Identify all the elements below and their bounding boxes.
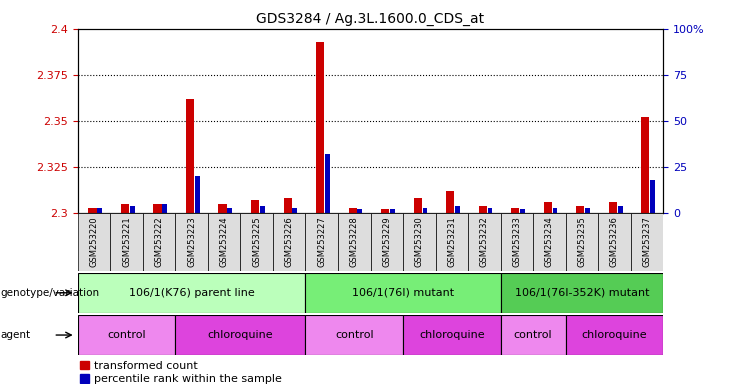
Text: control: control <box>107 330 146 340</box>
Bar <box>251 200 259 213</box>
Text: GSM253229: GSM253229 <box>382 217 391 267</box>
Bar <box>305 273 501 313</box>
Text: GSM253226: GSM253226 <box>285 217 293 267</box>
Bar <box>338 213 370 271</box>
Bar <box>316 42 324 213</box>
Text: 106/1(76I) mutant: 106/1(76I) mutant <box>352 288 454 298</box>
Bar <box>598 213 631 271</box>
Bar <box>143 213 176 271</box>
Bar <box>468 213 501 271</box>
Bar <box>78 315 176 355</box>
Text: GSM253233: GSM253233 <box>512 217 522 267</box>
Bar <box>501 213 533 271</box>
Bar <box>553 208 557 213</box>
Bar <box>641 117 649 213</box>
Bar <box>293 208 297 213</box>
Bar <box>501 315 565 355</box>
Text: control: control <box>335 330 373 340</box>
Bar <box>446 191 454 213</box>
Bar <box>97 208 102 213</box>
Bar <box>565 315 663 355</box>
Text: GSM253225: GSM253225 <box>252 217 261 267</box>
Bar <box>186 99 194 213</box>
Bar <box>176 213 208 271</box>
Text: GSM253222: GSM253222 <box>155 217 164 267</box>
Bar <box>273 213 305 271</box>
Bar <box>511 208 519 213</box>
Bar <box>533 213 565 271</box>
Bar <box>608 202 617 213</box>
Legend: transformed count, percentile rank within the sample: transformed count, percentile rank withi… <box>79 361 282 384</box>
Bar <box>576 206 585 213</box>
Bar <box>348 208 356 213</box>
Bar <box>110 213 143 271</box>
Bar <box>488 208 493 213</box>
Text: GSM253236: GSM253236 <box>610 217 619 267</box>
Bar <box>325 154 330 213</box>
Bar <box>403 213 436 271</box>
Bar <box>78 213 110 271</box>
Bar <box>176 315 305 355</box>
Title: GDS3284 / Ag.3L.1600.0_CDS_at: GDS3284 / Ag.3L.1600.0_CDS_at <box>256 12 485 26</box>
Bar <box>195 176 200 213</box>
Text: GSM253230: GSM253230 <box>415 217 424 267</box>
Text: GSM253221: GSM253221 <box>122 217 131 267</box>
Bar <box>305 213 338 271</box>
Bar <box>650 180 655 213</box>
Bar <box>305 315 403 355</box>
Text: GSM253224: GSM253224 <box>219 217 229 267</box>
Bar <box>618 206 622 213</box>
Text: GSM253228: GSM253228 <box>350 217 359 267</box>
Text: GSM253237: GSM253237 <box>642 217 651 267</box>
Bar <box>370 213 403 271</box>
Text: GSM253235: GSM253235 <box>577 217 586 267</box>
Text: 106/1(76I-352K) mutant: 106/1(76I-352K) mutant <box>515 288 649 298</box>
Text: GSM253231: GSM253231 <box>448 217 456 267</box>
Text: control: control <box>514 330 553 340</box>
Bar <box>403 315 501 355</box>
Text: chloroquine: chloroquine <box>582 330 647 340</box>
Bar <box>501 273 663 313</box>
Text: GSM253232: GSM253232 <box>480 217 489 267</box>
Bar <box>381 209 389 213</box>
Bar <box>565 213 598 271</box>
Bar <box>520 209 525 213</box>
Bar <box>153 204 162 213</box>
Bar <box>585 208 590 213</box>
Bar <box>208 213 240 271</box>
Bar <box>121 204 129 213</box>
Bar <box>162 204 167 213</box>
Bar <box>240 213 273 271</box>
Text: GSM253234: GSM253234 <box>545 217 554 267</box>
Bar <box>260 206 265 213</box>
Text: genotype/variation: genotype/variation <box>1 288 100 298</box>
Text: GSM253223: GSM253223 <box>187 217 196 267</box>
Bar <box>390 209 395 213</box>
Bar <box>219 204 227 213</box>
Bar <box>357 209 362 213</box>
Bar <box>455 206 460 213</box>
Bar <box>544 202 552 213</box>
Bar <box>422 208 428 213</box>
Bar <box>130 206 135 213</box>
Text: agent: agent <box>1 330 31 340</box>
Bar <box>78 273 305 313</box>
Text: chloroquine: chloroquine <box>419 330 485 340</box>
Text: 106/1(K76) parent line: 106/1(K76) parent line <box>129 288 254 298</box>
Bar <box>284 199 292 213</box>
Bar <box>479 206 487 213</box>
Text: chloroquine: chloroquine <box>207 330 273 340</box>
Bar <box>631 213 663 271</box>
Bar <box>436 213 468 271</box>
Bar <box>413 199 422 213</box>
Bar <box>88 208 96 213</box>
Bar <box>227 208 232 213</box>
Text: GSM253220: GSM253220 <box>90 217 99 267</box>
Text: GSM253227: GSM253227 <box>317 217 326 267</box>
